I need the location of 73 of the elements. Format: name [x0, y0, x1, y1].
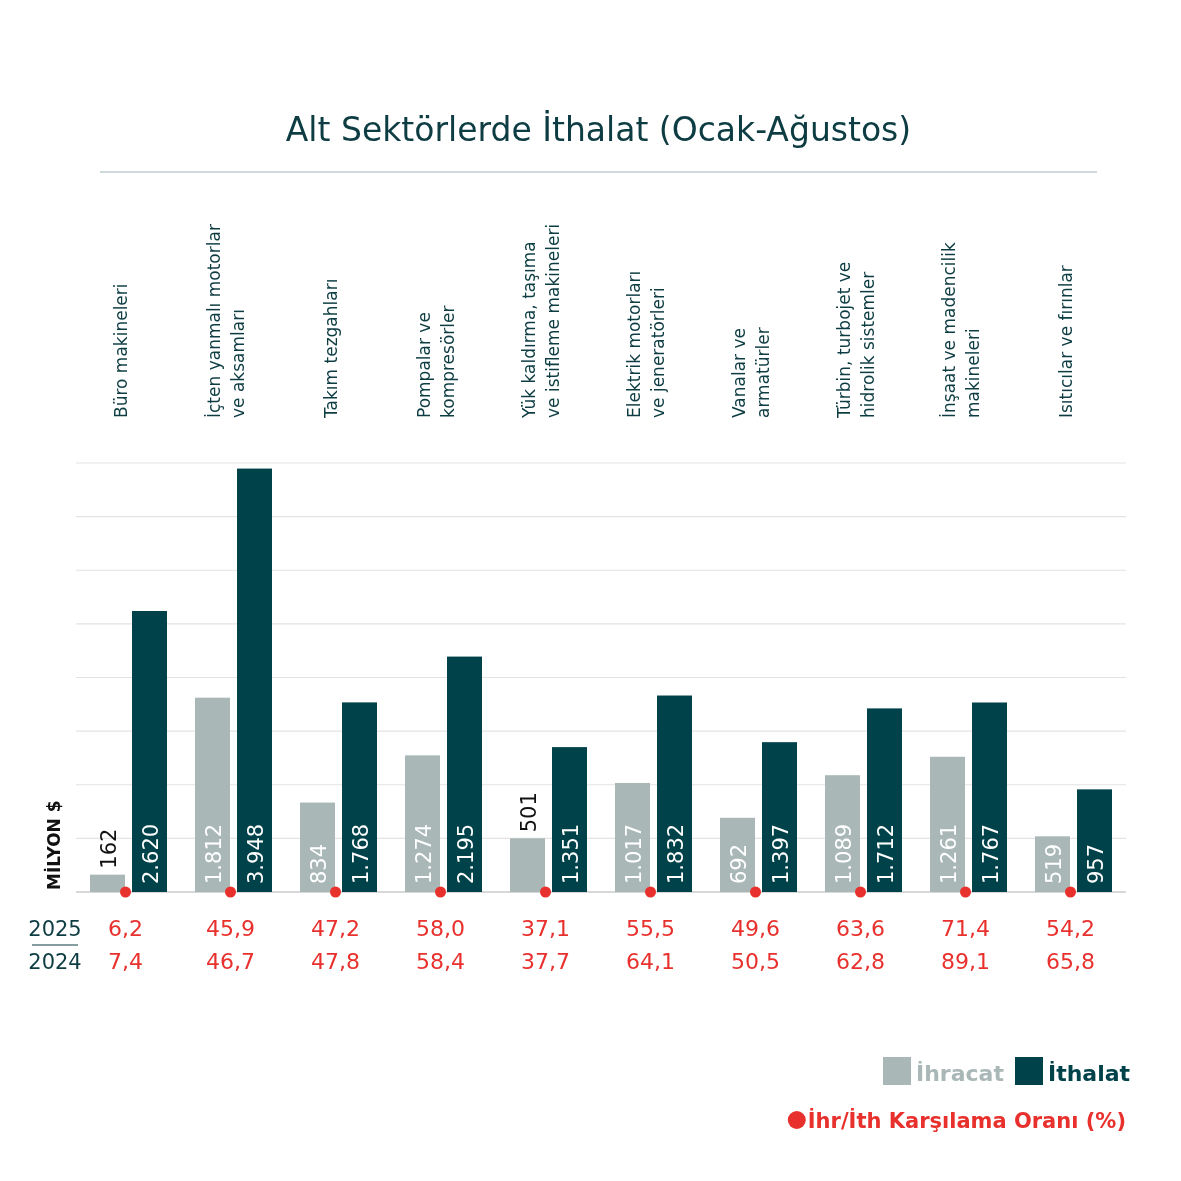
data-label: 501 — [516, 792, 541, 833]
text: 71,4 — [941, 916, 990, 941]
data-label: 3.948 — [243, 823, 268, 884]
text: 45,9 — [206, 916, 255, 941]
text: 64,1 — [626, 949, 675, 974]
x-tick-label: Yük kaldırma, taşıma ve istifleme makineleri — [518, 223, 563, 419]
text: 2024 — [28, 950, 82, 974]
text: 55,5 — [626, 916, 675, 941]
text: 47,8 — [311, 949, 360, 974]
data-label: 692 — [726, 843, 751, 884]
text: 6,2 — [108, 916, 143, 941]
text: 47,2 — [311, 916, 360, 941]
data-label: 2.620 — [138, 823, 163, 884]
y-axis-title: MİLYON $ — [43, 800, 64, 890]
x-tick-label: İnşaat ve madencilik makineleri — [938, 242, 983, 418]
bar — [972, 702, 1007, 892]
data-label: 1.351 — [558, 823, 583, 884]
text: 46,7 — [206, 949, 255, 974]
x-tick-label: Takım tezgahları — [320, 278, 341, 419]
bar — [552, 747, 587, 892]
bar — [657, 695, 692, 892]
data-label: 957 — [1083, 843, 1108, 884]
bar — [447, 656, 482, 892]
data-label: 1.812 — [201, 823, 226, 884]
data-label: 1.832 — [663, 823, 688, 884]
bar — [195, 697, 230, 892]
bar — [762, 742, 797, 892]
text: 62,8 — [836, 949, 885, 974]
text: 37,1 — [521, 916, 570, 941]
data-label: 1.017 — [621, 823, 646, 884]
data-label: 1.712 — [873, 823, 898, 884]
text: 63,6 — [836, 916, 885, 941]
data-label: 519 — [1041, 843, 1066, 884]
data-label: 162 — [96, 828, 121, 869]
text: 58,4 — [416, 949, 465, 974]
data-label: 1.089 — [831, 823, 856, 884]
text: 2025 — [28, 917, 82, 941]
x-tick-label: Türbin, turbojet ve hidrolik sistemler — [833, 261, 878, 419]
text: 49,6 — [731, 916, 780, 941]
x-tick-label: Pompalar ve kompresörler — [413, 305, 458, 418]
legend-label: İhracat — [916, 1061, 1005, 1086]
bar — [132, 611, 167, 892]
text: İhr/İth Karşılama Oranı (%) — [807, 1108, 1126, 1133]
x-tick-label: Büro makineleri — [110, 283, 131, 418]
data-label: 2.195 — [453, 823, 478, 884]
data-label: 1.397 — [768, 823, 793, 884]
data-label: 834 — [306, 843, 331, 884]
bar — [237, 468, 272, 892]
chart-title: Alt Sektörlerde İthalat (Ocak-Ağustos) — [285, 110, 912, 149]
x-tick-label: Vanalar ve armatürler — [728, 327, 773, 418]
data-label: 1.274 — [411, 823, 436, 884]
x-tick-label: Elektrik motorları ve jeneratörleri — [623, 270, 668, 418]
bar — [1077, 789, 1112, 892]
bar — [510, 838, 545, 892]
bar — [930, 756, 965, 892]
text: 58,0 — [416, 916, 465, 941]
legend-label: İthalat — [1048, 1061, 1131, 1086]
text: 37,7 — [521, 949, 570, 974]
text: 7,4 — [108, 949, 143, 974]
text: 54,2 — [1046, 916, 1095, 941]
text: 65,8 — [1046, 949, 1095, 974]
data-label: 1.261 — [936, 823, 961, 884]
text: 50,5 — [731, 949, 780, 974]
data-label: 1.767 — [978, 823, 1003, 884]
bar — [405, 755, 440, 892]
bar — [90, 874, 125, 892]
x-tick-label: Isıtıcılar ve fırınlar — [1055, 265, 1076, 418]
bar — [615, 782, 650, 892]
x-tick-label: İçten yanmalı motorlar ve aksamları — [203, 224, 248, 418]
bar — [867, 708, 902, 892]
text: 89,1 — [941, 949, 990, 974]
bar — [342, 702, 377, 892]
data-label: 1.768 — [348, 823, 373, 884]
